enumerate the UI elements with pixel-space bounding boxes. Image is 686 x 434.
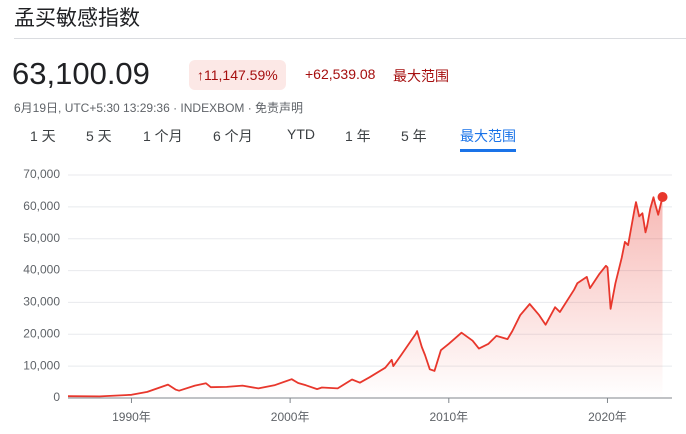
range-tab[interactable]: 最大范围 xyxy=(460,126,516,152)
y-tick-label: 30,000 xyxy=(23,295,60,309)
price: 63,100.09 xyxy=(12,56,150,91)
change-abs: +62,539.08 xyxy=(305,66,376,82)
range-label: 最大范围 xyxy=(393,68,449,84)
y-tick-label: 10,000 xyxy=(23,358,60,372)
range-tab[interactable]: 1 个月 xyxy=(143,128,183,144)
range-tab[interactable]: 5 年 xyxy=(401,128,427,144)
y-tick-label: 60,000 xyxy=(23,199,60,213)
line xyxy=(67,196,664,398)
y-tick-label: 70,000 xyxy=(23,167,60,181)
area-fill xyxy=(68,197,663,398)
y-tick-label: 40,000 xyxy=(23,263,60,277)
meta: 6月19日, UTC+5:30 13:29:36 · INDEXBOM · xyxy=(14,101,252,115)
x-tick-label: 2020年 xyxy=(588,410,627,424)
range-tab[interactable]: 1 年 xyxy=(345,128,371,144)
range-tab[interactable]: 1 天 xyxy=(30,128,56,144)
range-tab[interactable]: 5 天 xyxy=(86,128,112,144)
title: 孟买敏感指数 xyxy=(14,7,140,30)
range-tab[interactable]: YTD xyxy=(287,126,315,142)
x-tick-label: 2010年 xyxy=(429,410,468,424)
disclaimer-link[interactable]: 免责声明 xyxy=(255,101,304,115)
range-tab[interactable]: 6 个月 xyxy=(213,128,253,144)
x-tick-label: 2000年 xyxy=(271,410,310,424)
change-badge: ↑11,147.59% xyxy=(189,60,286,90)
separator xyxy=(14,38,686,39)
last-point xyxy=(657,191,668,202)
y-tick-label: 50,000 xyxy=(23,231,60,245)
y-tick-label: 0 xyxy=(53,390,60,404)
y-tick-label: 20,000 xyxy=(23,326,60,340)
x-tick-label: 1990年 xyxy=(112,410,151,424)
